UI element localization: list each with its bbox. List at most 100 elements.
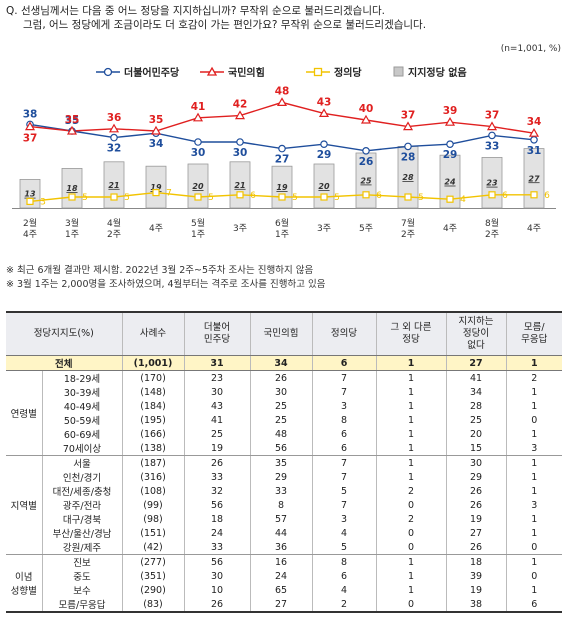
label-justice: 5 (208, 193, 214, 203)
label-democratic: 29 (443, 149, 458, 161)
row-value: 43 (183, 399, 251, 413)
row-value: 30 (445, 455, 507, 470)
row-value: 3 (311, 399, 377, 413)
marker-democratic (404, 142, 412, 151)
table-row: 강원/제주 (42) 33 36 5 0 26 0 (6, 540, 563, 555)
marker-ppp (360, 114, 372, 124)
marker-ppp (528, 127, 540, 137)
row-sample-size: (151) (121, 526, 185, 540)
row-value: 65 (249, 583, 313, 597)
bar-label: 19 (150, 183, 162, 192)
row-value: 2 (375, 484, 447, 498)
x-tick-label-month: 6월 (275, 217, 289, 229)
label-democratic: 35 (65, 115, 80, 127)
marker-justice (446, 195, 454, 203)
marker-justice (530, 191, 538, 199)
row-value: 31 (183, 355, 251, 371)
row-value: 25 (249, 399, 313, 413)
row-sample-size: (148) (121, 385, 185, 399)
row-value: 26 (249, 370, 313, 385)
legend-label: 정의당 (334, 66, 362, 79)
header-other-party: 그 외 다른 정당 (375, 311, 447, 356)
row-value: 6 (311, 441, 377, 456)
table-row: 광주/전라 (99) 56 8 7 0 26 3 (6, 498, 563, 512)
marker-democratic (362, 147, 370, 155)
row-value: 29 (249, 470, 313, 484)
row-label: 50-59세 (41, 413, 123, 427)
table-body: 전체 (1,001) 31 34 6 1 27 1 연령별 18-29세 (170) 23 26 7 1 41… (6, 355, 563, 613)
x-tick-label-month: 3월 (65, 217, 79, 229)
row-value: 41 (445, 370, 507, 385)
row-value: 26 (445, 540, 507, 555)
marker-ppp (486, 121, 498, 131)
row-value: 29 (445, 470, 507, 484)
row-value: 27 (445, 526, 507, 540)
row-value: 27 (249, 597, 313, 613)
row-label: 중도 (41, 569, 123, 583)
survey-notes: ※ 최근 6개월 결과만 제시함. 2022년 3월 2주~5주차 조사는 진행… (6, 264, 562, 292)
marker-justice (488, 191, 496, 199)
row-value: 56 (183, 554, 251, 569)
marker-ppp (276, 97, 288, 106)
label-ppp: 42 (233, 99, 248, 111)
label-democratic: 32 (107, 143, 122, 155)
row-value: 4 (311, 583, 377, 597)
row-value: 1 (375, 413, 447, 427)
label-ppp: 37 (485, 110, 500, 122)
label-ppp: 36 (107, 112, 122, 124)
row-value: 5 (311, 540, 377, 555)
label-justice: 5 (334, 193, 340, 203)
marker-democratic (446, 140, 454, 149)
row-value: 25 (445, 413, 507, 427)
row-value: 1 (375, 399, 447, 413)
row-value: 0 (505, 569, 563, 583)
label-ppp: 37 (401, 110, 416, 122)
x-tick-label-month: 5월 (191, 217, 205, 229)
legend-marker (103, 67, 113, 77)
marker-ppp (402, 121, 414, 131)
label-justice: 5 (124, 193, 130, 203)
row-label: 보수 (41, 583, 123, 597)
row-value: 6 (505, 597, 563, 613)
group-label: 지역별 (6, 455, 42, 555)
table-row: 지역별 서울 (187) 26 35 7 1 30 1 (6, 455, 563, 555)
label-democratic: 38 (23, 108, 38, 120)
bar-label: 13 (24, 190, 36, 199)
bar-label: 21 (108, 181, 119, 190)
label-democratic: 30 (233, 147, 248, 159)
marker-ppp (192, 112, 204, 122)
bar-label: 27 (528, 174, 540, 183)
row-value: 32 (183, 484, 251, 498)
label-justice: 6 (250, 191, 256, 201)
row-value: 19 (445, 583, 507, 597)
row-value: 1 (505, 583, 563, 597)
row-value: 7 (311, 470, 377, 484)
row-value: 1 (375, 441, 447, 456)
legend-label: 지지정당 없음 (408, 66, 467, 79)
x-tick-label-month: 7월 (401, 217, 415, 229)
row-label: 대전/세종/충청 (41, 484, 123, 498)
row-value: 57 (249, 512, 313, 526)
table-row-total: 전체 (1,001) 31 34 6 1 27 1 (6, 355, 563, 371)
row-value: 2 (311, 597, 377, 613)
table-row: 인천/경기 (316) 33 29 7 1 29 1 (6, 470, 563, 484)
row-value: 30 (183, 385, 251, 399)
row-value: 0 (505, 540, 563, 555)
row-sample-size: (184) (121, 399, 185, 413)
row-value: 18 (183, 512, 251, 526)
row-label: 대구/경북 (41, 512, 123, 526)
row-value: 39 (445, 569, 507, 583)
row-label: 30-39세 (41, 385, 123, 399)
row-sample-size: (277) (121, 554, 185, 569)
row-value: 33 (249, 484, 313, 498)
row-sample-size: (166) (121, 427, 185, 441)
row-label: 70세이상 (41, 441, 123, 456)
x-tick-label-week: 1주 (65, 229, 79, 240)
row-value: 0 (375, 498, 447, 512)
row-label: 40-49세 (41, 399, 123, 413)
row-value: 23 (183, 370, 251, 385)
row-value: 15 (445, 441, 507, 456)
row-value: 1 (375, 554, 447, 569)
label-democratic: 33 (485, 140, 500, 152)
label-ppp: 39 (443, 105, 458, 117)
